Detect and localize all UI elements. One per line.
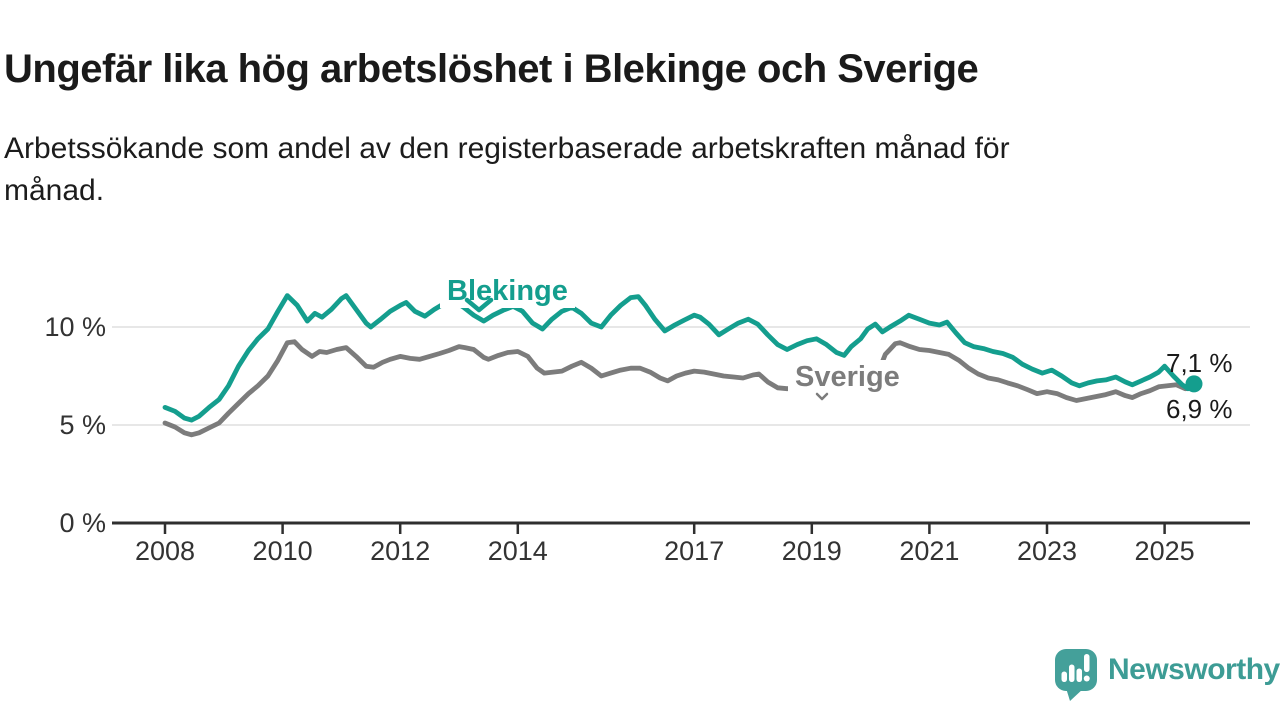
series-line-sverige bbox=[162, 339, 1197, 438]
chart-subtitle-line-2: månad. bbox=[4, 174, 105, 207]
chart-subtitle-line-1: Arbetssökande som andel av den registerb… bbox=[4, 132, 1010, 165]
x-tick-label: 2019 bbox=[781, 536, 842, 566]
y-tick-label: 0 % bbox=[59, 508, 106, 538]
series-line-blekinge bbox=[162, 293, 1197, 423]
x-tick-label: 2010 bbox=[252, 536, 313, 566]
series-label-sverige: Sverige bbox=[788, 360, 907, 394]
x-tick-label: 2025 bbox=[1134, 536, 1195, 566]
sverige-caret-down-icon bbox=[815, 392, 829, 401]
y-tick-label: 5 % bbox=[59, 410, 106, 440]
x-tick-label: 2012 bbox=[370, 536, 431, 566]
x-tick-label: 2021 bbox=[899, 536, 960, 566]
newsworthy-brand: Newsworthy bbox=[1054, 648, 1280, 702]
end-value-label-sverige: 6,9 % bbox=[1166, 394, 1233, 424]
x-tick-label: 2023 bbox=[1016, 536, 1078, 566]
newsworthy-logo-icon bbox=[1055, 649, 1097, 701]
end-value-label-blekinge: 7,1 % bbox=[1166, 348, 1233, 378]
x-tick-label: 2017 bbox=[664, 536, 725, 566]
x-tick-label: 2008 bbox=[134, 536, 196, 566]
page-title: Ungefär lika hög arbetslöshet i Blekinge… bbox=[4, 46, 979, 91]
series-label-blekinge: Blekinge bbox=[440, 274, 575, 308]
blekinge-caret-down-icon bbox=[464, 297, 494, 313]
newsworthy-wordmark: Newsworthy bbox=[1108, 653, 1280, 686]
y-tick-label: 10 % bbox=[44, 312, 106, 342]
x-tick-label: 2014 bbox=[487, 536, 548, 566]
